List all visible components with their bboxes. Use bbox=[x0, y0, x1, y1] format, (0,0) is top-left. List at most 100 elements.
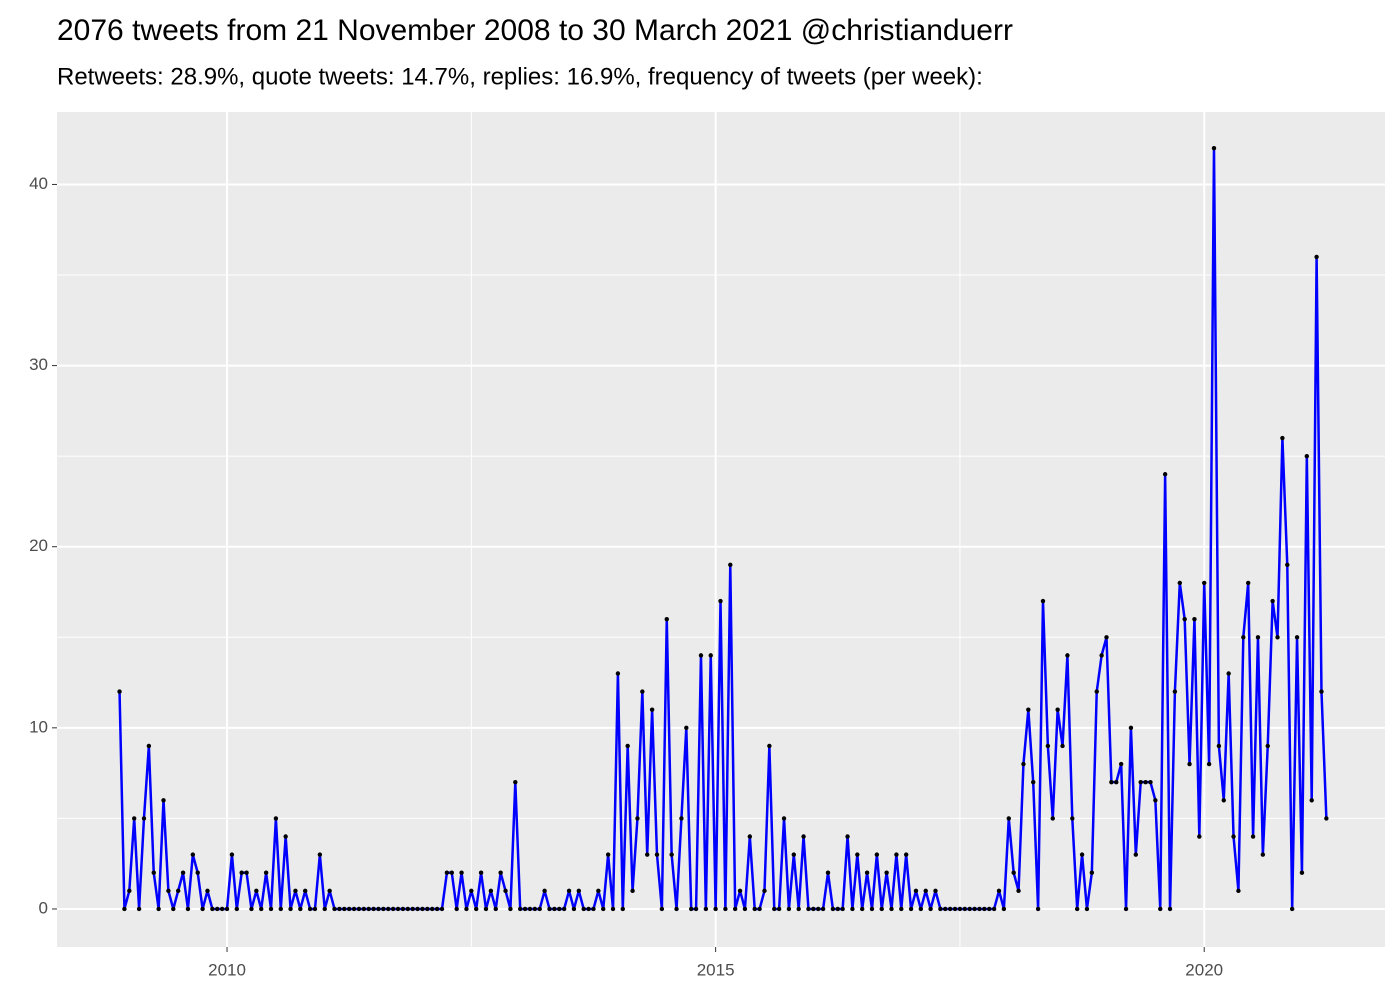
data-point bbox=[698, 653, 704, 658]
data-point bbox=[1114, 779, 1119, 785]
data-point bbox=[1270, 598, 1275, 604]
data-point bbox=[982, 906, 987, 912]
panel bbox=[57, 112, 1385, 947]
data-point bbox=[1221, 798, 1226, 803]
data-point bbox=[312, 906, 318, 912]
data-point bbox=[899, 906, 904, 912]
data-point bbox=[136, 906, 142, 912]
data-point bbox=[1006, 816, 1011, 821]
data-point bbox=[820, 906, 826, 912]
data-point bbox=[1031, 779, 1036, 785]
data-point bbox=[263, 870, 269, 875]
data-point bbox=[991, 906, 997, 912]
data-point bbox=[508, 906, 513, 912]
data-point bbox=[410, 906, 415, 912]
data-point bbox=[1138, 779, 1143, 785]
data-point bbox=[1158, 906, 1163, 912]
data-point bbox=[273, 816, 279, 821]
data-point bbox=[224, 906, 230, 912]
data-point bbox=[1226, 671, 1231, 676]
data-point bbox=[625, 743, 630, 749]
data-point bbox=[1250, 834, 1256, 839]
data-point bbox=[772, 906, 777, 912]
data-point bbox=[346, 906, 352, 912]
data-point bbox=[552, 906, 557, 912]
data-point bbox=[1177, 580, 1182, 586]
data-point bbox=[171, 906, 176, 912]
data-point bbox=[688, 906, 694, 912]
data-point bbox=[679, 816, 684, 821]
data-point bbox=[654, 852, 660, 857]
y-tick-label: 0 bbox=[39, 898, 48, 917]
data-point bbox=[620, 906, 625, 912]
data-point bbox=[303, 888, 308, 894]
data-point bbox=[972, 906, 977, 912]
data-point bbox=[938, 906, 943, 912]
data-point bbox=[1040, 598, 1046, 604]
data-point bbox=[1021, 761, 1026, 767]
data-point bbox=[952, 906, 958, 912]
data-point bbox=[371, 906, 376, 912]
data-point bbox=[860, 906, 865, 912]
data-point bbox=[278, 906, 283, 912]
data-point bbox=[1109, 779, 1114, 785]
data-point bbox=[239, 870, 244, 875]
data-point bbox=[537, 906, 542, 912]
data-point bbox=[718, 598, 723, 604]
data-point bbox=[190, 852, 196, 857]
data-point bbox=[356, 906, 362, 912]
data-point bbox=[1084, 906, 1090, 912]
data-point bbox=[557, 906, 562, 912]
data-point bbox=[659, 906, 665, 912]
data-point bbox=[1304, 453, 1310, 459]
data-point bbox=[434, 906, 440, 912]
data-point bbox=[474, 906, 479, 912]
data-point bbox=[122, 906, 127, 912]
data-point bbox=[1309, 798, 1314, 803]
data-point bbox=[703, 906, 709, 912]
data-point bbox=[1118, 761, 1124, 767]
data-point bbox=[1236, 888, 1241, 894]
data-point bbox=[894, 852, 899, 857]
data-point bbox=[405, 906, 411, 912]
data-point bbox=[180, 870, 186, 875]
data-point bbox=[884, 870, 889, 875]
data-point bbox=[708, 653, 713, 658]
data-point bbox=[1255, 635, 1261, 640]
data-point bbox=[996, 888, 1002, 894]
data-point bbox=[571, 906, 577, 912]
data-point bbox=[381, 906, 386, 912]
data-point bbox=[889, 906, 894, 912]
data-point bbox=[908, 906, 914, 912]
data-point bbox=[547, 906, 552, 912]
data-point bbox=[561, 906, 567, 912]
data-point bbox=[342, 906, 347, 912]
data-point bbox=[840, 906, 845, 912]
data-point bbox=[268, 906, 274, 912]
data-point bbox=[757, 906, 762, 912]
data-point bbox=[327, 888, 332, 894]
data-point bbox=[928, 906, 933, 912]
data-point bbox=[957, 906, 963, 912]
data-point bbox=[1206, 761, 1212, 767]
y-tick-label: 20 bbox=[29, 536, 48, 555]
data-point bbox=[215, 906, 220, 912]
y-tick-label: 40 bbox=[29, 174, 48, 193]
data-point bbox=[244, 870, 249, 875]
data-point bbox=[776, 906, 782, 912]
data-point bbox=[649, 707, 655, 712]
data-point bbox=[1187, 761, 1192, 767]
data-point bbox=[674, 906, 679, 912]
data-point bbox=[947, 906, 953, 912]
data-point bbox=[825, 870, 831, 875]
data-point bbox=[923, 888, 928, 894]
data-point bbox=[1026, 707, 1031, 712]
data-point bbox=[1133, 852, 1139, 857]
data-point bbox=[151, 870, 156, 875]
data-point bbox=[1128, 725, 1134, 731]
data-point bbox=[288, 906, 293, 912]
data-point bbox=[517, 906, 523, 912]
data-point bbox=[1104, 635, 1109, 640]
data-point bbox=[1216, 743, 1222, 749]
